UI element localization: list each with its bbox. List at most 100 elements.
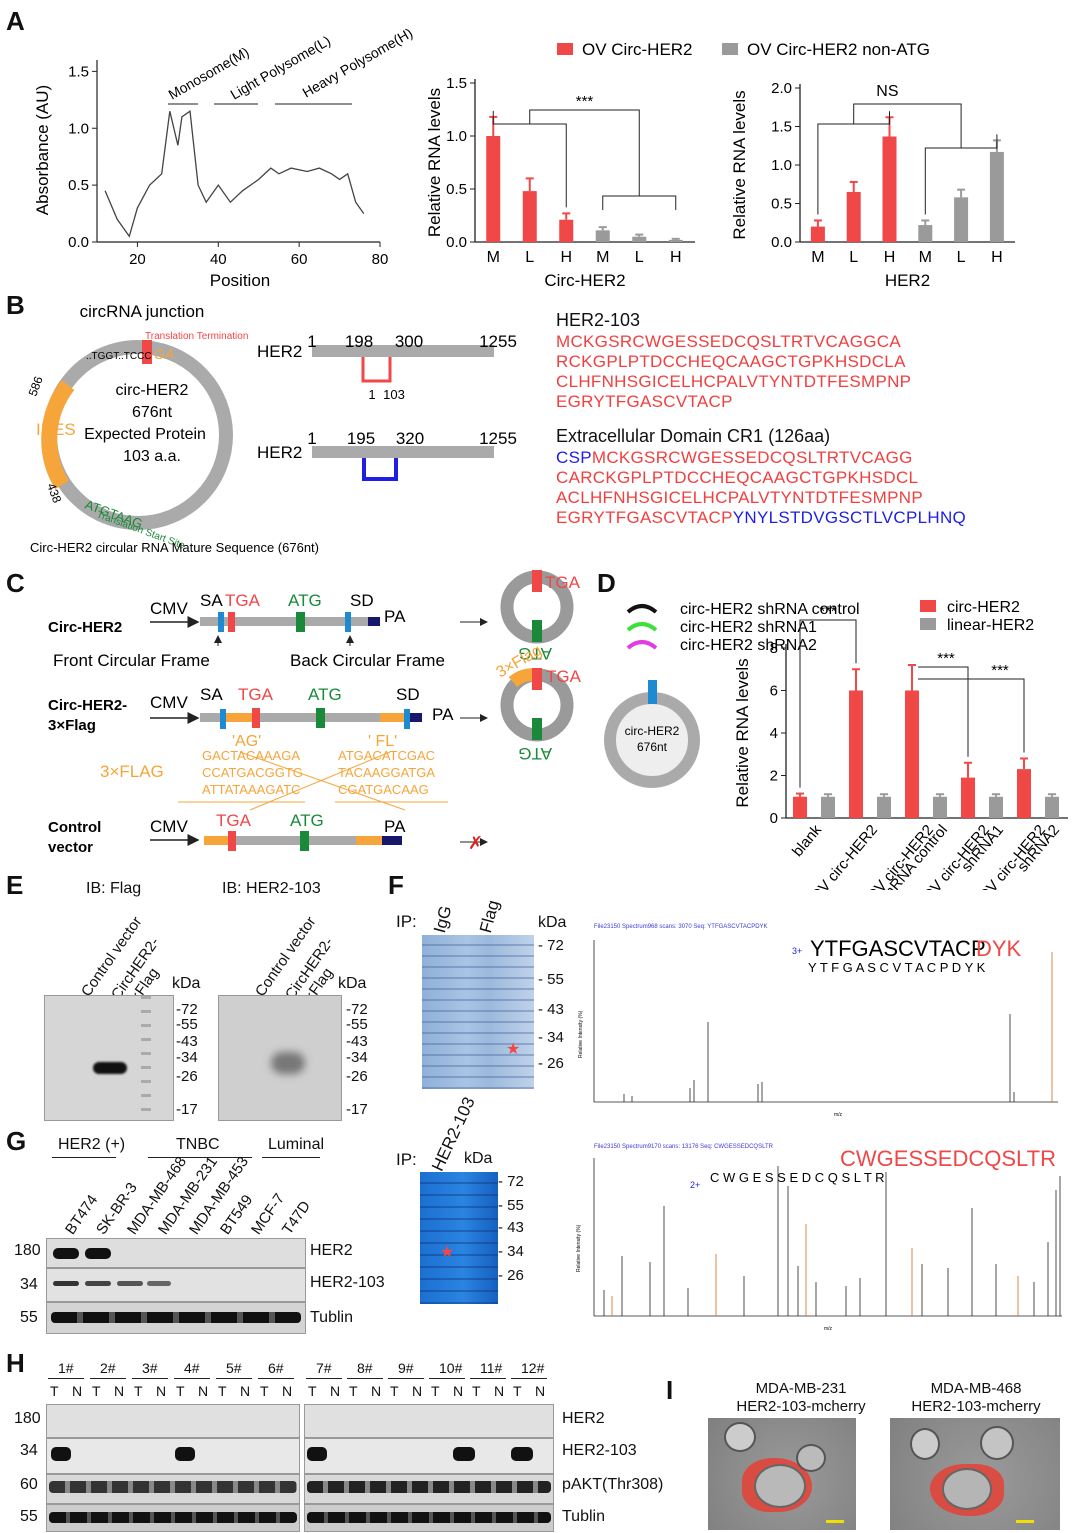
cr1-title: Extracellular Domain CR1 (126aa) — [556, 426, 831, 446]
f-lane-flag: Flag — [476, 898, 503, 935]
map2-label: HER2 — [257, 443, 302, 462]
bar — [877, 796, 891, 818]
bar — [632, 236, 647, 242]
bar-xlabel: HER2 — [885, 271, 930, 290]
cr1-seq-line: CARCKGPLPTDCCHEQCAAGCTGPKHSDCL — [556, 468, 919, 487]
profile-ylabel: Absorbance (AU) — [33, 85, 52, 215]
legend-ov-non-atg: OV Circ-HER2 non-ATG — [747, 40, 930, 59]
h-sample-label: 5# — [226, 1360, 242, 1376]
bar — [905, 690, 919, 818]
ytick-label: 4 — [770, 725, 778, 742]
map1-sub2: 103 — [383, 387, 405, 402]
h-tn-label: T — [176, 1383, 185, 1399]
construct-control-line1: Control — [48, 819, 101, 836]
h-sample-label: 8# — [357, 1360, 373, 1376]
significance-label: NS — [876, 83, 898, 100]
construct-flag-line1: Circ-HER2- — [48, 697, 127, 714]
f-ip-1: IP: — [396, 912, 417, 931]
panel-a: 0.00.51.01.5 20 40 60 80 Monosome(M) Light … — [33, 24, 1015, 290]
i-construct-468: HER2-103-mcherry — [911, 1398, 1041, 1415]
mw-marker: -72 — [176, 1001, 198, 1018]
g-mw-55: 55 — [20, 1309, 38, 1326]
bar-xlabel: Circ-HER2 — [544, 271, 625, 290]
ytick-label: 1.0 — [446, 128, 467, 145]
bar — [954, 197, 969, 242]
mw-marker: -55 — [346, 1016, 368, 1033]
micrograph-468 — [890, 1418, 1060, 1530]
h-sample-label: 6# — [268, 1360, 284, 1376]
sd-1: SD — [350, 591, 374, 610]
bar — [989, 796, 1003, 818]
h-row-her2: HER2 — [562, 1410, 605, 1427]
bar — [668, 239, 683, 242]
category-label: blank — [789, 821, 825, 860]
panel-letter-h: H — [6, 1348, 25, 1378]
sh-legend-1: circ-HER2 shRNA1 — [680, 619, 817, 636]
bar-ylabel: Relative RNA levels — [733, 658, 752, 807]
f-lane-igg: IgG — [430, 903, 456, 935]
bar-chart-her2: 0.0 0.5 1.0 1.5 2.0 Relative RNA levels HER2 M L… — [730, 80, 1015, 290]
h-tn-label: T — [513, 1383, 522, 1399]
category-label: L — [957, 249, 966, 266]
g-row-her2-103: HER2-103 — [310, 1274, 385, 1291]
mw-marker: -43 — [176, 1033, 198, 1050]
pa-1: PA — [384, 607, 406, 626]
i-cell-line-468: MDA-MB-468 — [930, 1380, 1022, 1397]
mature-seq-caption: Circ-HER2 circular RNA Mature Sequence (… — [30, 540, 319, 555]
h-tn-label: T — [308, 1383, 317, 1399]
her2-103-seq-line: RCKGPLPTDCCHEQCAAGCTGPKHSDCLA — [556, 352, 906, 371]
h-blot-tublin-left — [46, 1504, 300, 1532]
category-label: H — [560, 249, 572, 266]
her2-103-seq-line: EGRYTFGASCVTACP — [556, 392, 733, 411]
atg-3: ATG — [290, 811, 324, 830]
d-circle-2: 676nt — [637, 740, 668, 754]
ytick-label: 0.5 — [771, 196, 792, 213]
h-sample-label: 11# — [480, 1360, 503, 1376]
mw-marker: - 34 — [498, 1243, 524, 1260]
cmv-2: CMV — [150, 693, 188, 712]
spec2-charge: 2+ — [690, 1180, 700, 1190]
h-tn-label: N — [412, 1383, 423, 1399]
h-blot-pakt-right — [304, 1474, 554, 1504]
spec1-seq: YTFGASCVTACP — [810, 936, 986, 961]
profile-xtick-label: 40 — [210, 251, 227, 268]
ires-label: IRES — [36, 420, 76, 439]
profile-ytick-label: 0.0 — [68, 234, 89, 251]
ib-her2-103: IB: HER2-103 — [222, 880, 321, 897]
bar — [961, 777, 975, 818]
sa-2: SA — [200, 685, 223, 704]
ires-start-586: 586 — [26, 374, 46, 398]
h-tn-label: T — [218, 1383, 227, 1399]
spec1-xlabel: m/z — [834, 1112, 843, 1118]
g-blot-her2 — [46, 1238, 306, 1268]
h-row-tublin: Tublin — [562, 1508, 605, 1525]
f-ip-2: IP: — [396, 1150, 417, 1169]
significance-label: *** — [576, 93, 594, 110]
termination-marker — [142, 340, 152, 364]
front-frame: Front Circular Frame — [53, 651, 210, 670]
flag-seq-left-1: GACTACAAAGA — [202, 748, 300, 763]
mw-marker: -43 — [346, 1033, 368, 1050]
h-sample-label: 2# — [100, 1360, 116, 1376]
g-blot-tublin — [46, 1302, 306, 1334]
panel-b-diagram: circRNA junction Translation Termination… — [26, 302, 517, 555]
g-group-her2: HER2 (+) — [58, 1136, 126, 1153]
h-blot-her2-right — [304, 1404, 554, 1438]
panel-letter-d: D — [597, 568, 616, 598]
polysome-profile-chart: 0.00.51.01.5 20 40 60 80 Monosome(M) Light … — [33, 24, 415, 290]
ytick-label: 0.0 — [446, 234, 467, 251]
significance-label: *** — [819, 603, 837, 620]
h-blot-her2-103-right — [304, 1438, 554, 1474]
d-circle-1: circ-HER2 — [625, 724, 680, 738]
h-tn-label: N — [371, 1383, 382, 1399]
panel-letter-g: G — [6, 1126, 27, 1156]
junction-ga: GA — [154, 346, 174, 362]
map2-region — [362, 458, 398, 481]
legend-swatch-ov — [557, 43, 573, 55]
panel-d: circ-HER2 shRNA control circ-HER2 shRNA1… — [604, 599, 1068, 890]
g-lane-label: BT474 — [62, 1191, 102, 1238]
h-tn-label: N — [156, 1383, 167, 1399]
category-label: L — [525, 249, 534, 266]
h-tn-label: N — [114, 1383, 125, 1399]
